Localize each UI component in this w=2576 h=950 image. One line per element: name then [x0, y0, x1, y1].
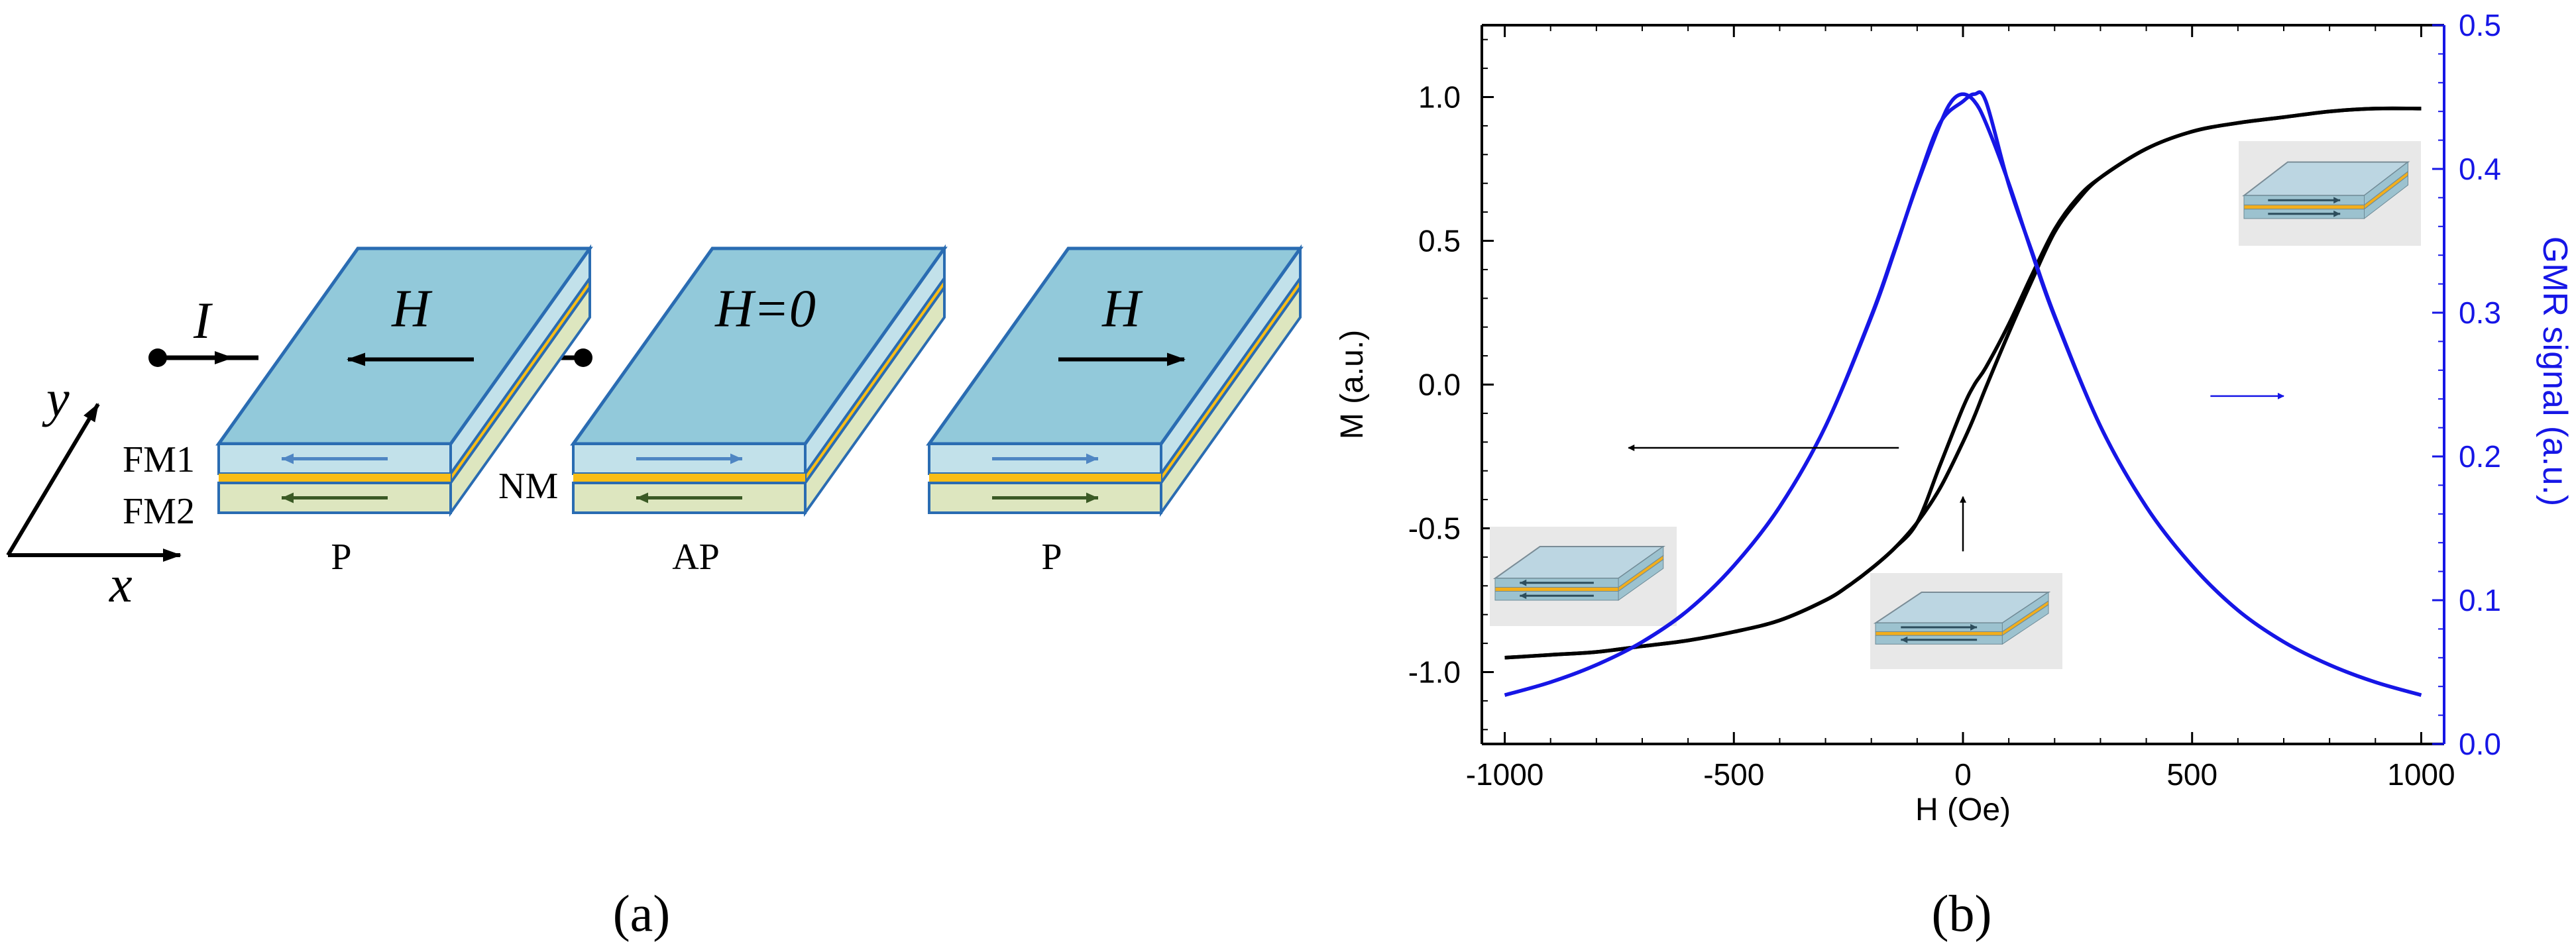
y-axis-label: M (a.u.)	[1335, 330, 1370, 439]
y2-tick-label: 0.2	[2459, 439, 2501, 474]
fm1-magnetization-arrow-head	[1086, 453, 1098, 464]
inset-fm2-arrow-head	[2333, 210, 2341, 217]
y-tick-label: -0.5	[1408, 511, 1461, 546]
y-tick-label: -1.0	[1408, 655, 1461, 690]
x-tick-label: 500	[2166, 757, 2217, 792]
panel-a-label: (a)	[613, 884, 671, 942]
y-tick-label: 0.5	[1418, 224, 1461, 258]
magnetization-curve	[1504, 106, 2422, 660]
inset-layer-side	[1618, 558, 1664, 601]
layer-fm2	[928, 482, 1162, 514]
state-label: P	[331, 537, 351, 578]
fm1-magnetization-arrow-head	[730, 453, 742, 464]
inset-fm2-arrow-head	[1901, 636, 1908, 643]
y2-tick-label: 0.0	[2459, 727, 2501, 761]
inset-parallel-positive	[2239, 141, 2421, 246]
inset-layer	[2243, 204, 2365, 210]
fm2-magnetization-arrow-head	[282, 492, 294, 503]
gmr-chart: -1000 -500 0 500 1000 -1.0 -0.5 0.0 0.5 1.0 0.0 0.1…	[1335, 8, 2574, 827]
state-label: P	[1041, 537, 1062, 578]
device-stack: H=0 AP	[570, 244, 948, 578]
x-tick-label: -1000	[1466, 757, 1544, 792]
coordinate-axes	[6, 403, 182, 562]
y2-tick-label: 0.5	[2459, 8, 2501, 42]
y2-tick-label: 0.3	[2459, 295, 2501, 330]
inset-layer-side	[2364, 175, 2408, 219]
fm2-magnetization-arrow-head	[1086, 492, 1098, 503]
panel-b: -1000 -500 0 500 1000 -1.0 -0.5 0.0 0.5 1.0 0.0 0.1…	[1335, 8, 2574, 942]
axis-label-x: x	[109, 555, 133, 613]
y2-axis-label: GMR signal (a.u.)	[2536, 237, 2574, 506]
y2-tick-label: 0.4	[2459, 152, 2501, 186]
current-label: I	[193, 291, 213, 349]
y-tick-label: 1.0	[1418, 80, 1461, 115]
state-label: AP	[672, 537, 720, 578]
layer-label-fm1: FM1	[123, 439, 195, 480]
x-tick-label: 1000	[2387, 757, 2455, 792]
inset-layer	[1875, 631, 2003, 636]
layer-label-fm2: FM2	[123, 491, 195, 532]
inset-fm1-arrow-head	[1520, 579, 1527, 586]
inset-fm1-arrow-head	[2333, 197, 2341, 204]
device-stack: HP	[215, 244, 593, 578]
inset-layer	[1494, 587, 1619, 592]
layer-nm	[929, 474, 1161, 483]
field-label: H=0	[714, 280, 816, 339]
y-tick-label: 0.0	[1418, 368, 1461, 402]
fm2-magnetization-arrow-head	[636, 492, 648, 503]
field-label: H	[1101, 280, 1143, 339]
layer-label-nm: NM	[498, 466, 558, 507]
y2-tick-label: 0.1	[2459, 583, 2501, 617]
inset-fm1-arrow-head	[1970, 623, 1978, 631]
inset-antiparallel	[1870, 573, 2062, 669]
x-tick-label: -500	[1703, 757, 1764, 792]
layer-nm	[573, 474, 805, 483]
field-label: H	[391, 280, 433, 339]
inset-fm2-arrow-head	[1520, 592, 1527, 600]
panel-b-label: (b)	[1932, 884, 1992, 942]
gmr-signal-curve	[1504, 90, 2422, 697]
inset-parallel-negative	[1490, 527, 1677, 626]
fm1-magnetization-arrow-head	[282, 453, 294, 464]
device-stack: HP	[926, 244, 1304, 578]
x-tick-label: 0	[1954, 757, 1972, 792]
x-axis-label: H (Oe)	[1915, 792, 2011, 827]
layer-nm	[219, 474, 451, 483]
axis-label-y: y	[42, 370, 70, 427]
inset-layer-side	[2001, 604, 2049, 645]
